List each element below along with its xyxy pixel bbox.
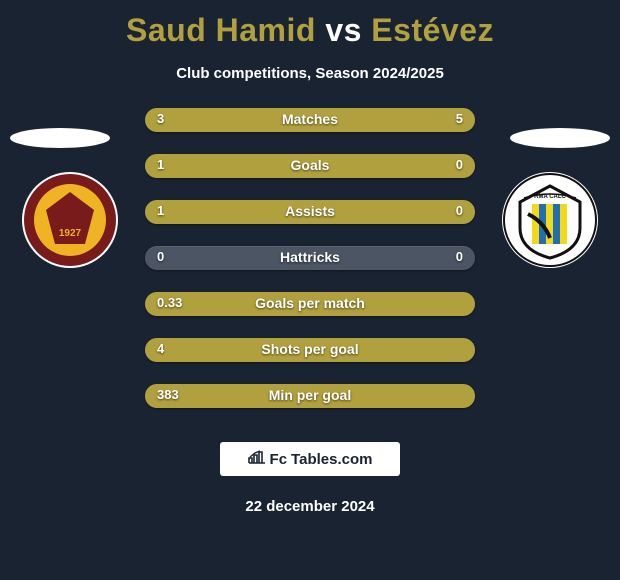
- stat-label: Shots per goal: [145, 341, 475, 357]
- player2-name: Estévez: [371, 12, 494, 48]
- brand-box[interactable]: FcTables.com: [220, 442, 400, 476]
- stat-row: 10Goals: [145, 152, 475, 180]
- stat-label: Hattricks: [145, 249, 475, 265]
- stat-row: 00Hattricks: [145, 244, 475, 272]
- chart-icon: [248, 450, 266, 468]
- brand-text-suffix: Tables.com: [291, 451, 372, 468]
- stat-row: 4Shots per goal: [145, 336, 475, 364]
- stat-row: 10Assists: [145, 198, 475, 226]
- date-text: 22 december 2024: [0, 498, 620, 515]
- player1-last-a: H: [216, 12, 240, 48]
- vs-text: vs: [316, 12, 371, 48]
- brand-text-prefix: Fc: [270, 451, 288, 468]
- player1-first: Saud: [126, 12, 206, 48]
- page-title: Saud Hamid vs Estévez: [0, 0, 620, 49]
- stat-row: 383Min per goal: [145, 382, 475, 410]
- stats-area: 35Matches 10Goals 10Assists 00Hattricks 0.33…: [0, 106, 620, 426]
- stat-row: 0.33Goals per match: [145, 290, 475, 318]
- stat-label: Matches: [145, 111, 475, 127]
- stat-label: Goals per match: [145, 295, 475, 311]
- player1-last-b: amid: [239, 12, 316, 48]
- subtitle: Club competitions, Season 2024/2025: [0, 65, 620, 82]
- stat-label: Assists: [145, 203, 475, 219]
- stat-label: Min per goal: [145, 387, 475, 403]
- stat-label: Goals: [145, 157, 475, 173]
- stat-row: 35Matches: [145, 106, 475, 134]
